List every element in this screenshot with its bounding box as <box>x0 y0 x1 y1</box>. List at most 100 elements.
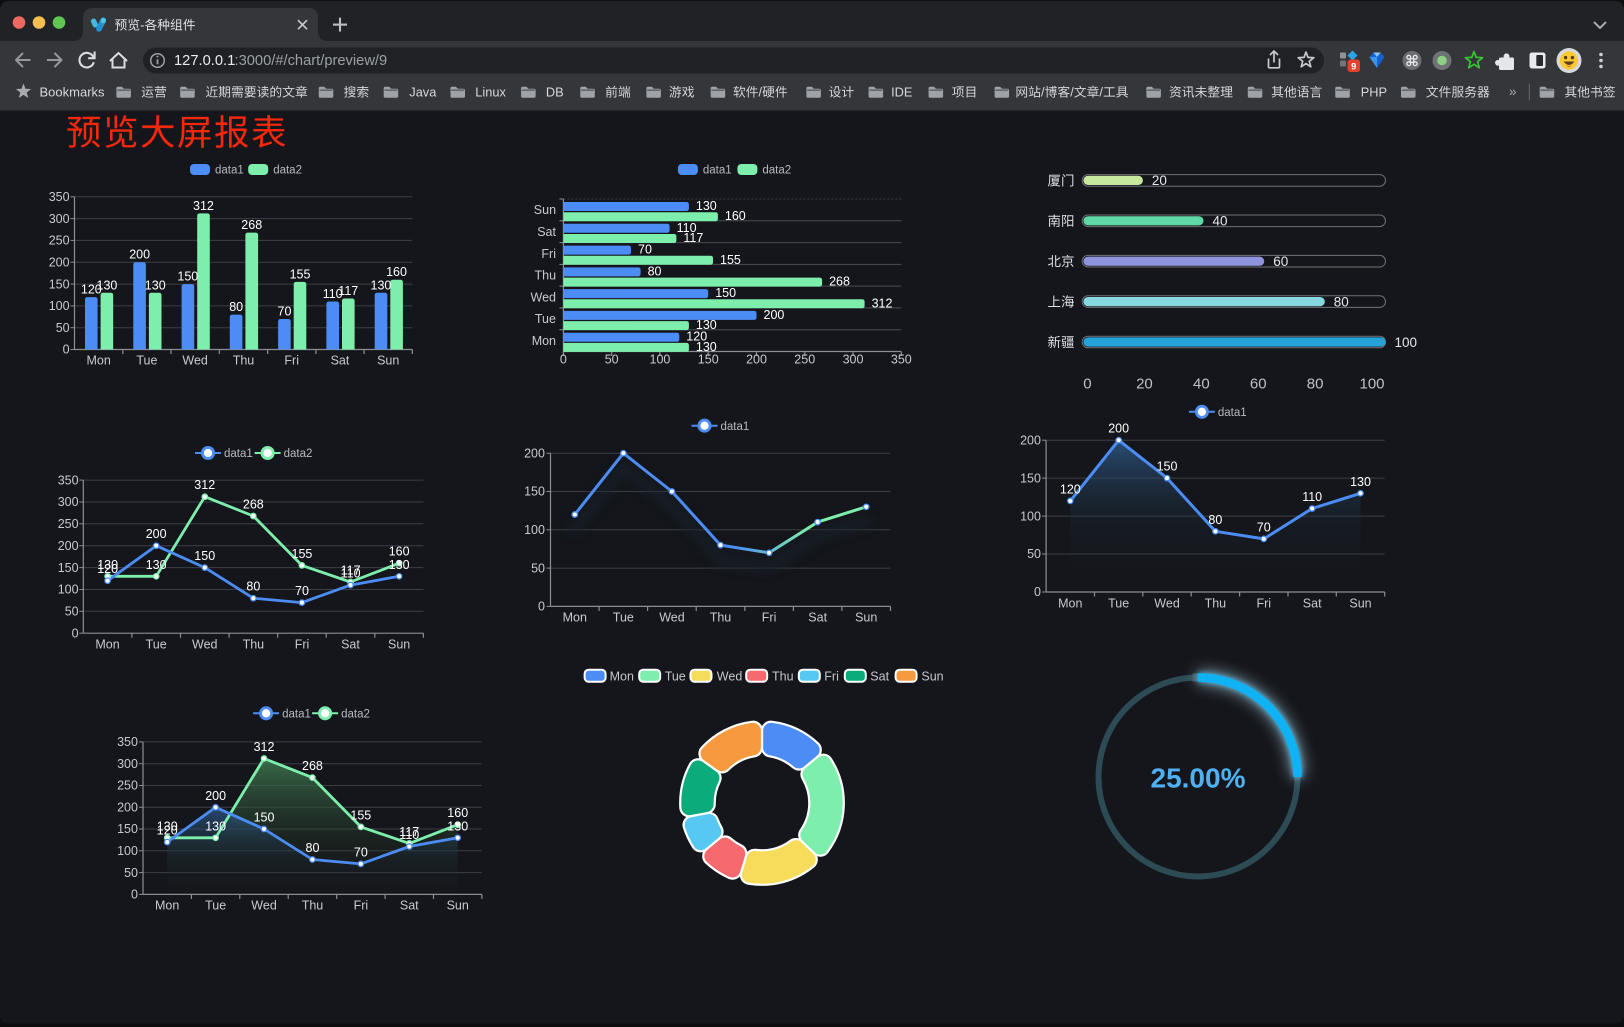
svg-text:200: 200 <box>1108 422 1129 436</box>
svg-text:50: 50 <box>56 321 70 335</box>
svg-text:0: 0 <box>560 353 567 367</box>
svg-text:Wed: Wed <box>659 611 685 625</box>
svg-text:200: 200 <box>1020 433 1041 447</box>
svg-text:Fri: Fri <box>1257 597 1272 611</box>
svg-text:50: 50 <box>124 866 138 880</box>
svg-text:Sun: Sun <box>921 670 943 684</box>
svg-text:120: 120 <box>686 330 707 344</box>
svg-text:9: 9 <box>1351 61 1356 72</box>
svg-text:Bookmarks: Bookmarks <box>40 85 106 100</box>
svg-text:100: 100 <box>1020 509 1041 523</box>
svg-text:Fri: Fri <box>824 670 839 684</box>
svg-text:Sun: Sun <box>1349 597 1371 611</box>
svg-text:155: 155 <box>350 808 371 822</box>
svg-text:268: 268 <box>241 218 262 232</box>
svg-text:200: 200 <box>746 353 767 367</box>
svg-text:Sun: Sun <box>855 611 877 625</box>
svg-text:120: 120 <box>157 824 178 838</box>
svg-text:300: 300 <box>49 212 70 226</box>
svg-text:100: 100 <box>49 299 70 313</box>
svg-text:250: 250 <box>117 779 138 793</box>
svg-text:Sun: Sun <box>388 638 410 652</box>
svg-text:150: 150 <box>1157 460 1178 474</box>
svg-text:Mon: Mon <box>87 354 111 368</box>
svg-text::3000/#/chart/preview/9: :3000/#/chart/preview/9 <box>235 53 388 69</box>
svg-text:110: 110 <box>399 828 419 842</box>
svg-text:130: 130 <box>696 318 717 332</box>
svg-text:Mon: Mon <box>563 611 587 625</box>
svg-text:Fri: Fri <box>295 638 310 652</box>
svg-text:Tue: Tue <box>535 312 556 326</box>
svg-text:/: / <box>1041 85 1045 100</box>
svg-text:data1: data1 <box>721 421 750 433</box>
svg-text:IDE: IDE <box>891 85 912 100</box>
svg-text:Sun: Sun <box>447 899 469 913</box>
svg-text:Mon: Mon <box>95 638 119 652</box>
svg-text:DB: DB <box>546 85 564 100</box>
svg-text:150: 150 <box>698 353 719 367</box>
svg-text:100: 100 <box>650 353 671 367</box>
svg-text:70: 70 <box>1257 520 1271 534</box>
svg-text:0: 0 <box>131 888 138 902</box>
svg-text:data1: data1 <box>1218 407 1247 419</box>
svg-text:50: 50 <box>65 605 79 619</box>
svg-text:data1: data1 <box>215 165 244 177</box>
svg-text:Wed: Wed <box>251 899 277 913</box>
svg-text:150: 150 <box>194 549 215 563</box>
svg-text:Thu: Thu <box>535 269 557 283</box>
svg-text:Sun: Sun <box>377 354 399 368</box>
svg-text:110: 110 <box>1302 490 1322 504</box>
svg-text:160: 160 <box>389 545 410 559</box>
svg-text:Thu: Thu <box>243 638 265 652</box>
svg-text:Fri: Fri <box>354 899 369 913</box>
svg-text:150: 150 <box>254 811 275 825</box>
svg-text:Mon: Mon <box>532 334 556 348</box>
svg-text:110: 110 <box>341 567 361 581</box>
svg-text:268: 268 <box>302 759 323 773</box>
svg-text:Wed: Wed <box>717 670 743 684</box>
svg-text:Sat: Sat <box>331 354 350 368</box>
svg-text:312: 312 <box>872 296 893 310</box>
svg-text:Wed: Wed <box>531 290 557 304</box>
svg-text:200: 200 <box>129 248 150 262</box>
svg-text:110: 110 <box>323 287 343 301</box>
svg-text:350: 350 <box>58 473 79 487</box>
svg-text:Thu: Thu <box>1205 597 1227 611</box>
svg-text:Wed: Wed <box>1154 597 1180 611</box>
svg-text:50: 50 <box>531 561 545 575</box>
svg-text:350: 350 <box>117 735 138 749</box>
svg-text:200: 200 <box>117 801 138 815</box>
svg-text:312: 312 <box>193 199 214 213</box>
svg-text:160: 160 <box>386 265 407 279</box>
svg-text:155: 155 <box>292 547 313 561</box>
svg-text:Linux: Linux <box>475 85 506 100</box>
svg-text:Sat: Sat <box>400 899 419 913</box>
svg-text:data1: data1 <box>224 448 253 460</box>
svg-text:150: 150 <box>715 286 736 300</box>
svg-text:Mon: Mon <box>1058 597 1082 611</box>
svg-text:70: 70 <box>278 305 292 319</box>
svg-text:160: 160 <box>447 806 468 820</box>
svg-text:60: 60 <box>1250 376 1267 393</box>
svg-text:350: 350 <box>891 353 912 367</box>
svg-text:Tue: Tue <box>136 354 157 368</box>
svg-text:-: - <box>140 18 144 33</box>
svg-text:Tue: Tue <box>146 638 167 652</box>
svg-text:80: 80 <box>246 580 260 594</box>
svg-text:80: 80 <box>1208 513 1222 527</box>
svg-text:268: 268 <box>243 498 264 512</box>
svg-text:data2: data2 <box>284 448 313 460</box>
svg-text:Fri: Fri <box>762 611 777 625</box>
svg-text:150: 150 <box>177 270 198 284</box>
svg-text:Sat: Sat <box>870 670 889 684</box>
svg-text:312: 312 <box>194 478 215 492</box>
svg-text:60: 60 <box>1273 254 1288 269</box>
svg-text:Wed: Wed <box>182 354 208 368</box>
svg-text:data2: data2 <box>341 708 370 720</box>
svg-text:200: 200 <box>146 527 167 541</box>
svg-text:PHP: PHP <box>1361 85 1387 100</box>
svg-text:100: 100 <box>58 583 79 597</box>
svg-text:Sat: Sat <box>808 611 827 625</box>
svg-text:150: 150 <box>49 277 70 291</box>
svg-text:Tue: Tue <box>665 670 686 684</box>
